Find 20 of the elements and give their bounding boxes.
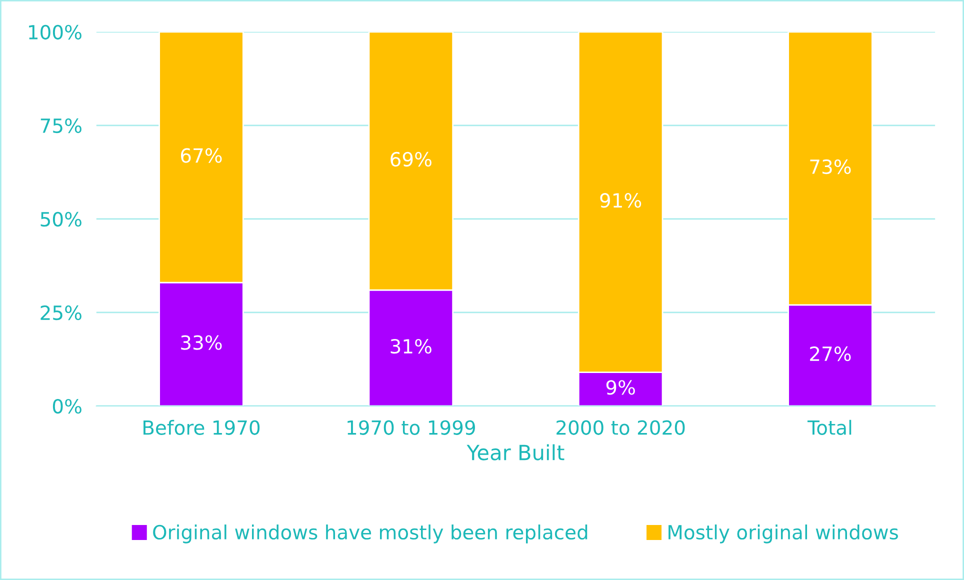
y-tick-label: 25% [40,305,82,320]
legend-label: Mostly original windows [668,524,898,544]
x-axis-title: Year Built [466,444,564,460]
y-tick-label: 0% [52,398,82,414]
x-tick-label: 2000 to 2020 [556,420,685,435]
x-tick-label: 1970 to 1999 [348,420,475,435]
data-label: 69% [390,152,432,167]
legend-label: Original windows have mostly been replaced [153,524,588,544]
x-tick-label: Before 1970 [144,420,260,435]
data-label: 73% [810,159,851,174]
y-tick-label: 75% [40,118,82,134]
y-tick-label: 100% [29,24,82,40]
y-tick-label: 50% [40,212,82,227]
x-tick-label: Total [807,420,852,435]
data-label: 91% [600,193,642,208]
data-label: 67% [180,148,222,163]
data-label: 33% [181,335,222,350]
data-label: 27% [810,346,851,362]
data-label: 9% [606,380,635,395]
data-label: 31% [390,338,432,354]
